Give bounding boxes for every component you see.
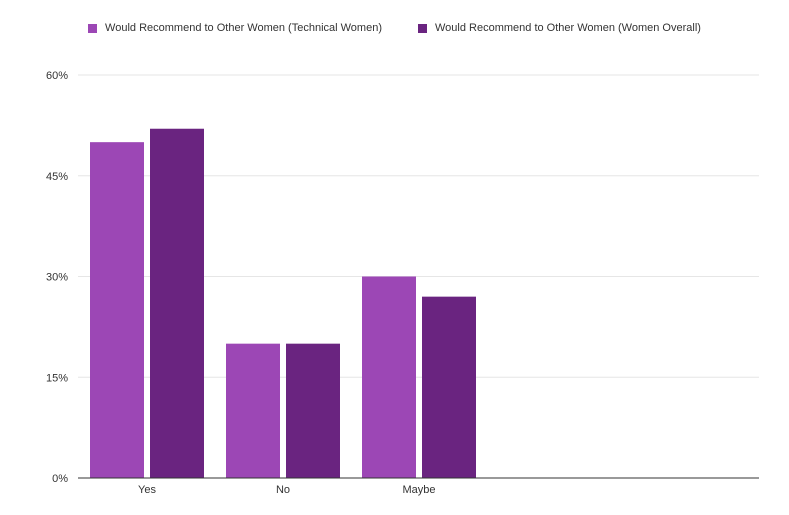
bar-maybe-series-1[interactable] bbox=[362, 276, 416, 479]
legend-label-women-overall: Would Recommend to Other Women (Women Ov… bbox=[435, 22, 701, 34]
y-axis-ticks: 0% 15% 30% 45% 60% bbox=[46, 70, 68, 485]
y-tick-label: 30% bbox=[46, 272, 68, 284]
bar-yes-series-1[interactable] bbox=[90, 142, 144, 478]
legend-swatch-women-overall bbox=[418, 23, 427, 33]
bar-maybe-series-2[interactable] bbox=[422, 296, 476, 478]
x-tick-label: Maybe bbox=[402, 484, 435, 496]
x-tick-label: No bbox=[276, 484, 290, 496]
x-axis-ticks: Yes No Maybe bbox=[138, 484, 435, 496]
legend-item-women-overall[interactable]: Would Recommend to Other Women (Women Ov… bbox=[418, 22, 701, 34]
legend-label-technical-women: Would Recommend to Other Women (Technica… bbox=[105, 22, 382, 34]
bar-no-series-1[interactable] bbox=[226, 343, 280, 478]
legend-item-technical-women[interactable]: Would Recommend to Other Women (Technica… bbox=[88, 22, 382, 34]
x-tick-label: Yes bbox=[138, 484, 156, 496]
legend: Would Recommend to Other Women (Technica… bbox=[0, 22, 789, 34]
bar-yes-series-2[interactable] bbox=[150, 128, 204, 478]
y-tick-label: 15% bbox=[46, 372, 68, 384]
bar-no-series-2[interactable] bbox=[286, 343, 340, 478]
y-tick-label: 45% bbox=[46, 171, 68, 183]
y-tick-label: 0% bbox=[52, 473, 68, 485]
legend-swatch-technical-women bbox=[88, 23, 98, 33]
bars bbox=[90, 128, 476, 479]
y-tick-label: 60% bbox=[46, 70, 68, 82]
